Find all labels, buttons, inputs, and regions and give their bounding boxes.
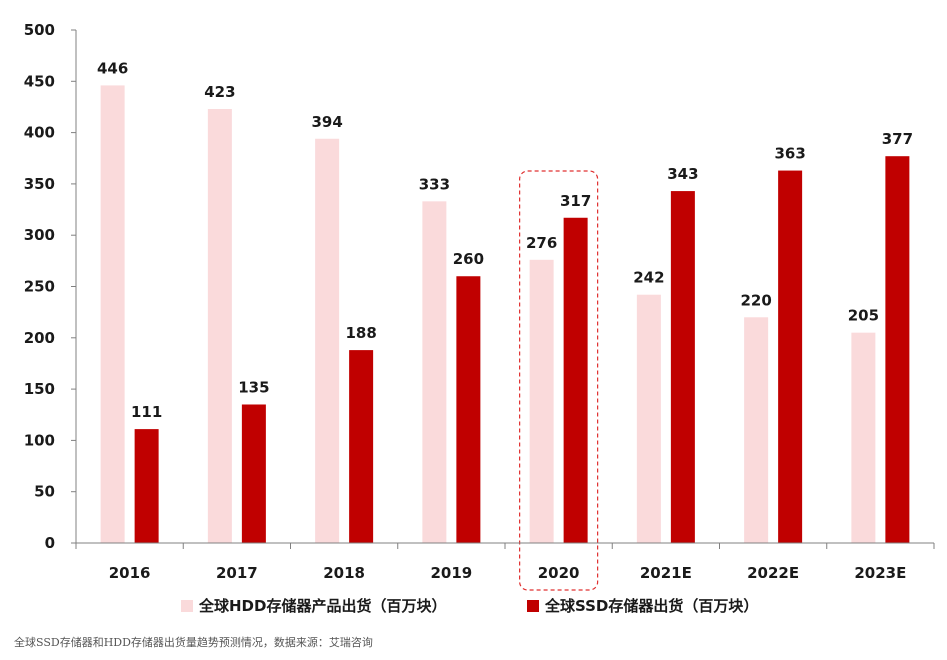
bar-ssd-2019 xyxy=(456,276,481,543)
legend-label-ssd: 全球SSD存储器出货（百万块） xyxy=(545,597,759,615)
bar-ssd-2018 xyxy=(349,350,374,543)
legend-swatch-ssd xyxy=(527,599,539,612)
data-label-hdd-2017: 423 xyxy=(204,83,235,101)
legend-item-hdd: 全球HDD存储器产品出货（百万块） xyxy=(181,595,446,616)
bar-chart: 0 50 100 150 200 250 300 350 400 450 500 446 111 423… xyxy=(24,21,935,591)
y-tick-label: 150 xyxy=(24,380,55,398)
bar-hdd-2018 xyxy=(315,138,340,544)
y-axis: 0 50 100 150 200 250 300 350 400 450 500 xyxy=(24,21,77,552)
x-tick-label: 2021E xyxy=(640,564,692,582)
data-label-ssd-2020: 317 xyxy=(560,192,591,210)
bar-ssd-2016 xyxy=(134,429,159,543)
data-label-hdd-2023E: 205 xyxy=(848,307,879,325)
y-tick-label: 350 xyxy=(24,175,55,193)
bar-ssd-2017 xyxy=(241,404,266,543)
y-tick-label: 300 xyxy=(24,226,55,244)
x-tick-label: 2019 xyxy=(431,564,473,582)
y-tick-label: 0 xyxy=(45,534,55,552)
data-label-hdd-2022E: 220 xyxy=(740,291,771,309)
x-tick-label: 2017 xyxy=(216,564,258,582)
y-tick-label: 450 xyxy=(24,72,55,90)
x-tick-label: 2023E xyxy=(854,564,906,582)
y-tick-label: 500 xyxy=(24,21,55,39)
data-labels: 446 111 423 135 394 188 333 260 276 317 242 343 220 3… xyxy=(97,59,913,421)
legend-item-ssd: 全球SSD存储器出货（百万块） xyxy=(527,595,758,616)
x-axis: 2016 2017 2018 2019 2020 2021E 2022E 2023E xyxy=(75,542,935,582)
data-label-ssd-2018: 188 xyxy=(345,324,376,342)
data-label-ssd-2016: 111 xyxy=(131,403,162,421)
bars xyxy=(100,85,910,544)
data-label-hdd-2016: 446 xyxy=(97,59,128,77)
x-tick-label: 2022E xyxy=(747,564,799,582)
x-tick-label: 2020 xyxy=(538,564,580,582)
data-label-ssd-2021E: 343 xyxy=(667,165,698,183)
highlight-box-2020 xyxy=(519,170,599,591)
y-tick-label: 250 xyxy=(24,278,55,296)
data-label-ssd-2023E: 377 xyxy=(882,130,913,148)
bar-hdd-2020 xyxy=(529,259,554,543)
data-label-hdd-2020: 276 xyxy=(526,234,557,252)
bar-hdd-2021E xyxy=(636,294,661,543)
highlight-group xyxy=(519,170,599,591)
data-label-hdd-2019: 333 xyxy=(419,175,450,193)
bar-hdd-2016 xyxy=(100,85,125,544)
legend: 全球HDD存储器产品出货（百万块） 全球SSD存储器出货（百万块） xyxy=(0,595,947,619)
data-label-ssd-2022E: 363 xyxy=(774,145,805,163)
data-label-ssd-2019: 260 xyxy=(453,250,484,268)
y-tick-label: 400 xyxy=(24,124,55,142)
legend-swatch-hdd xyxy=(181,599,193,612)
data-label-hdd-2021E: 242 xyxy=(633,269,664,287)
y-tick-label: 100 xyxy=(24,431,55,449)
bar-ssd-2020 xyxy=(563,217,588,543)
bar-hdd-2017 xyxy=(207,109,232,543)
legend-label-hdd: 全球HDD存储器产品出货（百万块） xyxy=(199,597,447,615)
bar-ssd-2022E xyxy=(778,170,803,543)
y-tick-label: 50 xyxy=(34,483,55,501)
data-label-ssd-2017: 135 xyxy=(238,378,269,396)
bar-ssd-2021E xyxy=(670,191,695,543)
bar-hdd-2023E xyxy=(851,332,876,543)
y-tick-label: 200 xyxy=(24,329,55,347)
bar-hdd-2022E xyxy=(744,317,769,543)
x-tick-label: 2018 xyxy=(323,564,365,582)
data-label-hdd-2018: 394 xyxy=(311,113,342,131)
source-note: 全球SSD存储器和HDD存储器出货量趋势预测情况，数据来源：艾瑞咨询 xyxy=(14,636,373,649)
bar-ssd-2023E xyxy=(885,156,910,543)
x-tick-label: 2016 xyxy=(109,564,151,582)
bar-hdd-2019 xyxy=(422,201,447,544)
